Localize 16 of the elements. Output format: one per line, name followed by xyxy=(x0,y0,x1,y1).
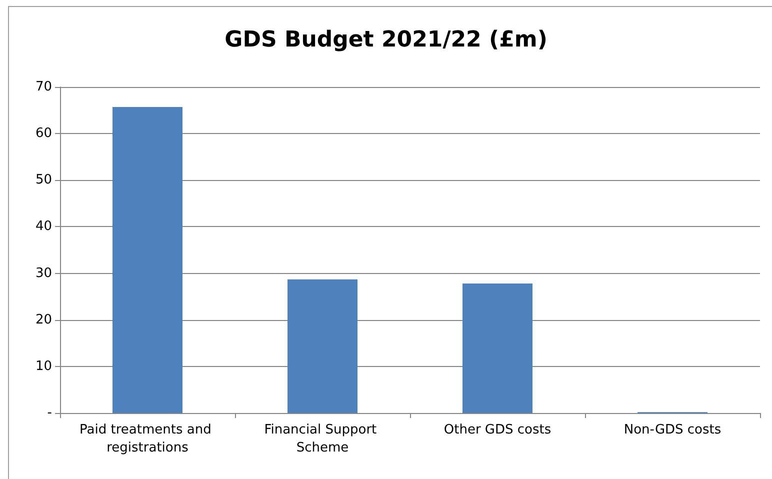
x-tick-label: Other GDS costs xyxy=(444,422,552,438)
y-tick-label: 60 xyxy=(35,126,52,142)
y-tick-label: 40 xyxy=(35,219,52,234)
x-tick-label: Non-GDS costs xyxy=(624,422,722,438)
y-tick-label: 20 xyxy=(35,312,52,328)
y-tick-label: 10 xyxy=(35,358,52,374)
bar xyxy=(462,284,532,413)
y-tick-label: 70 xyxy=(35,80,52,94)
chart-title: GDS Budget 2021/22 (£m) xyxy=(224,28,548,52)
bar xyxy=(288,279,358,413)
x-tick-label: Financial Support Scheme xyxy=(264,422,381,456)
y-tick-label: 50 xyxy=(35,172,52,188)
y-tick-label: 30 xyxy=(35,266,52,281)
x-tick-label: Paid treatments and registrations xyxy=(80,422,216,456)
bar xyxy=(112,107,182,413)
y-tick-label: - xyxy=(47,406,52,420)
